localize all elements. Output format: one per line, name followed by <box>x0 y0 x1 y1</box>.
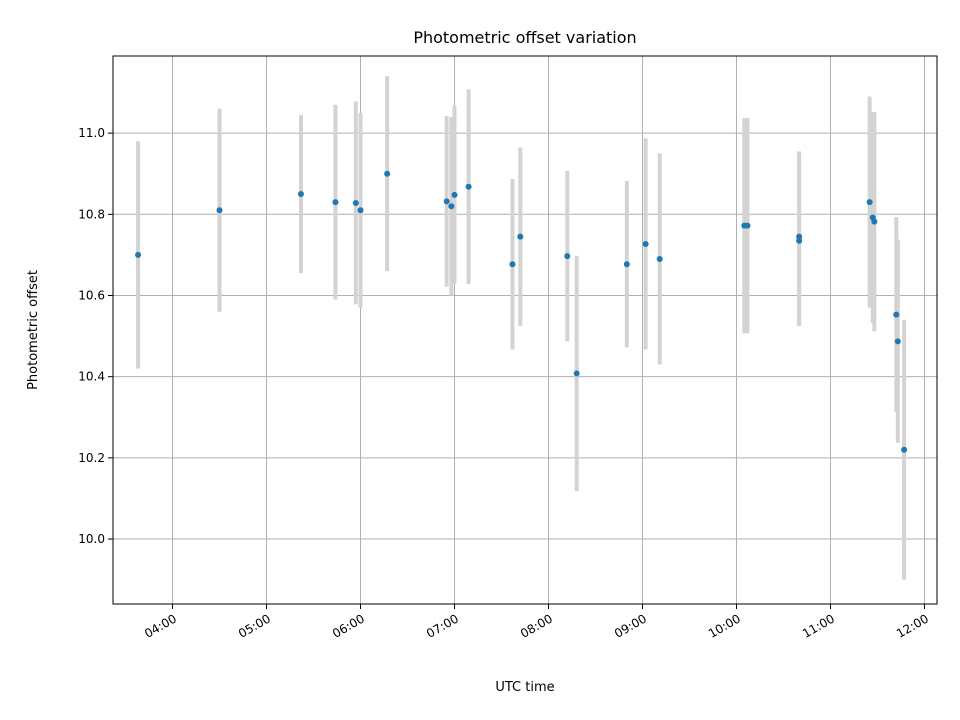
data-point <box>656 255 663 262</box>
plot-frame <box>112 55 938 605</box>
y-tick-label: 10.6 <box>78 288 105 302</box>
data-point <box>744 222 751 229</box>
data-point <box>509 261 516 268</box>
data-point <box>623 261 630 268</box>
data-point <box>448 203 455 210</box>
data-point <box>465 183 472 190</box>
data-point <box>216 207 223 214</box>
data-point <box>517 233 524 240</box>
chart-title: Photometric offset variation <box>413 28 636 47</box>
data-point <box>564 253 571 260</box>
data-point <box>796 237 803 244</box>
data-points <box>135 170 908 453</box>
data-point <box>297 191 304 198</box>
data-point <box>573 370 580 377</box>
y-axis-label: Photometric offset <box>26 270 41 390</box>
data-point <box>901 446 908 453</box>
y-axis-ticks: 10.0 10.2 10.4 10.6 10.8 11.0 <box>78 126 113 546</box>
y-tick-label: 11.0 <box>78 126 105 140</box>
data-point <box>893 311 900 318</box>
data-point <box>894 338 901 345</box>
data-point <box>384 170 391 177</box>
data-point <box>332 199 339 206</box>
data-point <box>866 199 873 206</box>
data-point <box>642 240 649 247</box>
data-point <box>451 191 458 198</box>
data-point <box>357 207 364 214</box>
data-point <box>352 199 359 206</box>
data-point <box>443 198 450 205</box>
y-tick-label: 10.4 <box>78 370 105 384</box>
y-tick-label: 10.2 <box>78 451 105 465</box>
y-tick-label: 10.0 <box>78 532 105 546</box>
data-point <box>871 218 878 225</box>
data-point <box>135 251 142 258</box>
x-axis-label: UTC time <box>495 680 554 695</box>
y-tick-label: 10.8 <box>78 207 105 221</box>
